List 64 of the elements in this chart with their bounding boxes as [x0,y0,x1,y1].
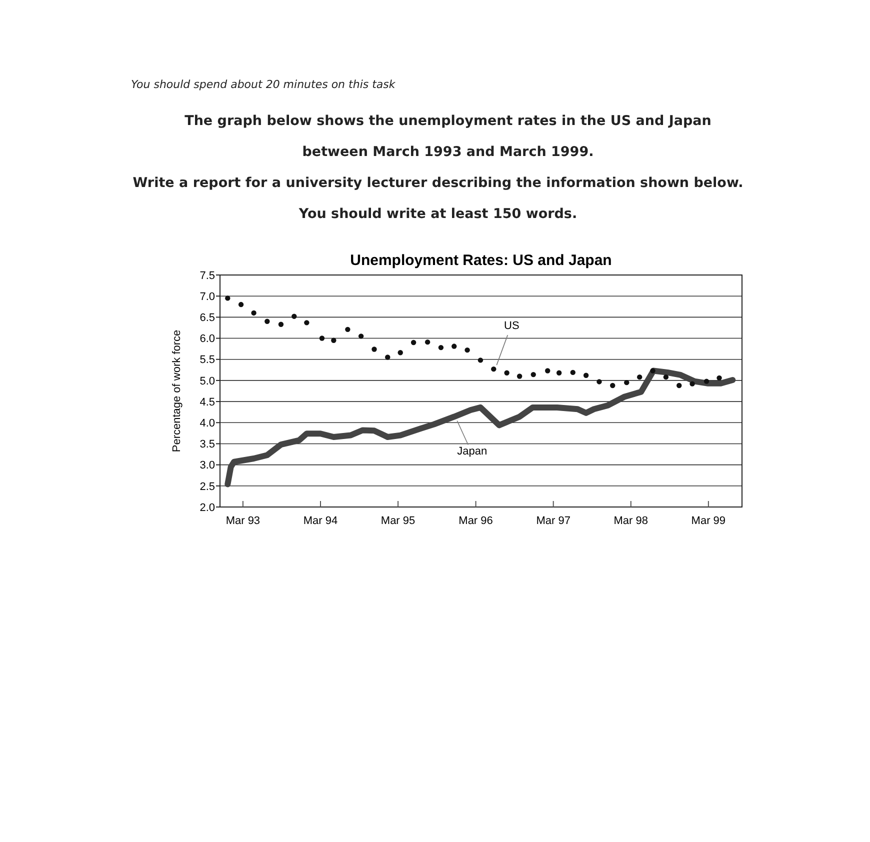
point [304,320,310,326]
y-tick-label: 6.0 [200,333,215,346]
point [238,302,244,308]
point [545,368,550,374]
text: The graph below shows the unemployment rates in the US and Japan between March 1993 and March 1999. [184,112,712,162]
text: US [504,320,520,332]
y-axis-title: Percentage of work force [171,330,183,452]
x-tick-label: Mar 94 [303,515,338,527]
text: You should spend about 20 minutes on this task [131,78,396,91]
point [251,310,256,316]
y-tick-label: 3.5 [200,438,215,451]
chart-title: Unemployment Rates: US and Japan [350,252,612,269]
point [650,368,656,374]
point [452,344,457,349]
y-tick-label: 5.0 [200,375,215,388]
y-tick-label: 4.5 [200,396,215,408]
y-tick-label: 2.0 [200,502,215,514]
point [610,382,616,388]
text: Japan [457,446,488,458]
point [410,340,416,346]
point [676,382,682,388]
point [345,326,350,332]
point [398,350,403,356]
point [225,296,230,301]
point [478,358,484,363]
y-tick-label: 5.5 [200,354,215,366]
point [319,336,325,341]
point [504,370,510,376]
x-tick-label: Mar 93 [226,515,260,527]
point [530,372,536,378]
point [264,318,270,324]
y-tick-label: 4.0 [200,417,215,430]
point [331,338,336,343]
point [491,366,496,372]
point [704,378,710,384]
point [385,354,390,360]
y-tick-label: 2.5 [200,480,215,493]
y-tick-label: 7.5 [200,270,215,282]
point [516,374,522,379]
x-tick-label: Mar 99 [691,515,726,527]
point [424,339,430,345]
point [438,344,444,350]
point [636,374,642,380]
text: Write a report for a university lecturer describing the information shown below. You should write at least 150 words. [132,174,744,224]
point [570,370,576,376]
point [596,379,602,384]
point [716,375,722,381]
point [278,322,284,327]
point [556,370,562,376]
x-tick-label: Mar 95 [380,515,416,527]
x-tick-label: Mar 96 [458,515,493,527]
point [372,346,377,352]
x-tick-label: Mar 98 [614,515,648,527]
y-tick-label: 3.0 [200,460,215,472]
point [464,347,470,353]
point [583,372,589,378]
point [292,314,297,319]
point [663,374,669,380]
point [690,381,695,386]
y-tick-label: 6.5 [200,312,215,324]
point [624,380,630,386]
y-tick-label: 7.0 [200,290,215,303]
x-tick-label: Mar 97 [536,515,570,527]
point [358,334,364,339]
